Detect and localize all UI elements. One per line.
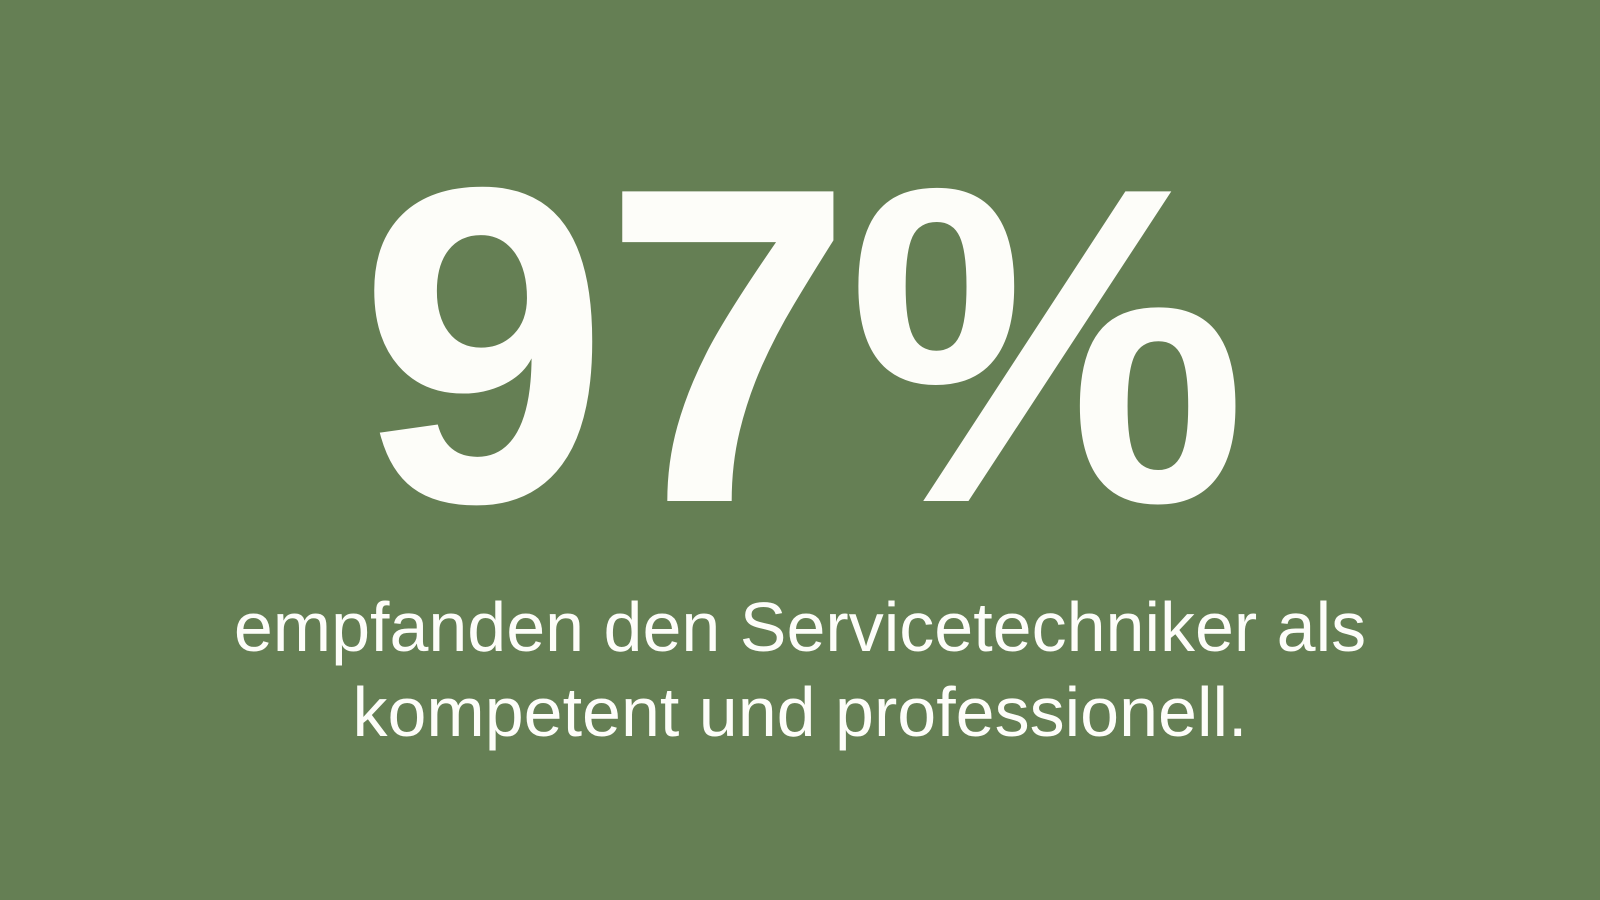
stat-value: 97% (358, 95, 1248, 598)
stat-description: empfanden den Servicetechniker als kompe… (233, 588, 1367, 751)
